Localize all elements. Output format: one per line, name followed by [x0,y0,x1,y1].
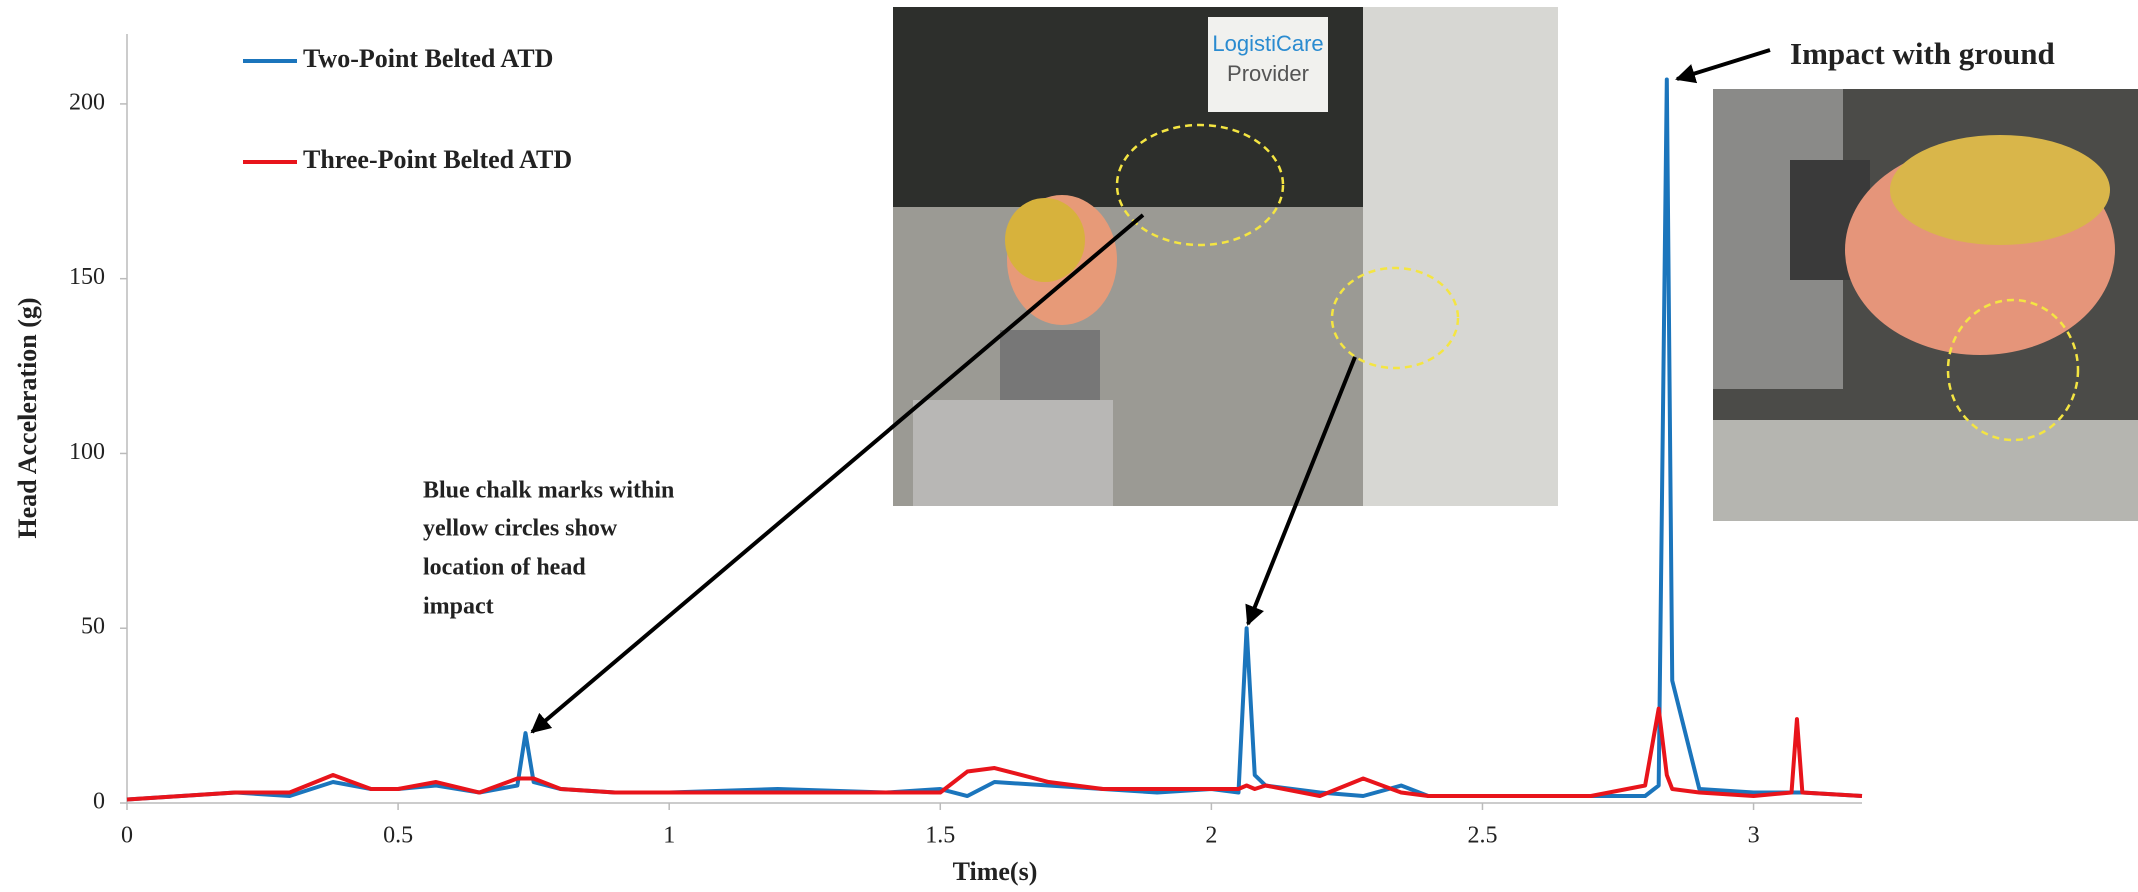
y-axis-title: Head Acceleration (g) [13,297,42,538]
sign-text: LogistiCare [1212,31,1323,56]
y-tick-label: 50 [81,614,105,640]
x-tick-label: 2.5 [1467,823,1497,849]
y-tick-label: 200 [69,89,105,115]
arrow [1677,50,1770,79]
x-axis-title: Time(s) [953,857,1038,886]
x-tick-label: 0 [121,823,133,849]
y-tick-label: 0 [93,789,105,815]
x-tick-label: 0.5 [383,823,413,849]
legend-label: Three-Point Belted ATD [303,145,572,174]
x-tick-label: 1 [663,823,675,849]
photo-ground-impact [1713,89,2138,521]
y-tick-label: 150 [69,264,105,290]
photo-bus-wall: LogistiCare Provider [893,7,1558,506]
annotation: Blue chalk marks within [423,478,674,504]
annotation: location of head [423,555,586,581]
annotation: yellow circles show [423,516,618,542]
chart: LogistiCare Provider Blue chalk marks wi… [0,0,2138,892]
y-tick-label: 100 [69,439,105,465]
annotation: impact [423,594,494,620]
annotation: Impact with ground [1790,36,2055,71]
x-tick-label: 1.5 [925,823,955,849]
x-tick-label: 2 [1205,823,1217,849]
x-tick-label: 3 [1748,823,1760,849]
legend-label: Two-Point Belted ATD [303,44,553,73]
sign-text: Provider [1227,61,1309,86]
series-line [127,709,1862,800]
